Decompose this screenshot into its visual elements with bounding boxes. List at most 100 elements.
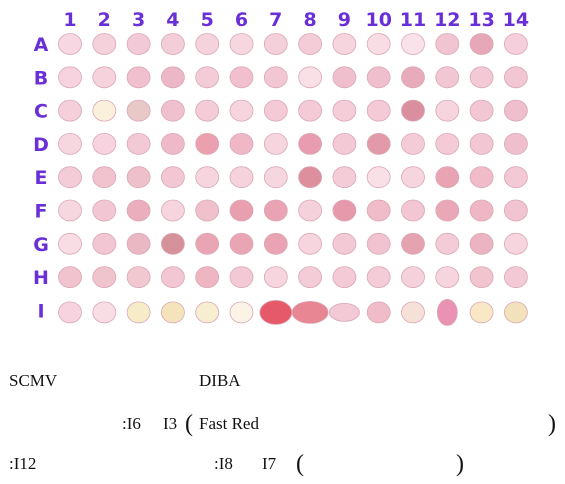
well-D9 — [332, 132, 357, 155]
well-E5 — [195, 166, 220, 189]
well-H6 — [229, 266, 254, 289]
row-label-A: A — [34, 34, 49, 56]
well-D7 — [263, 132, 288, 155]
well-B5 — [195, 66, 220, 89]
well-C6 — [229, 99, 254, 122]
well-F5 — [195, 199, 220, 222]
well-F7 — [263, 199, 288, 222]
well-E1 — [58, 166, 82, 189]
well-I12 — [436, 298, 458, 326]
column-label-2: 2 — [98, 9, 111, 31]
well-E14 — [504, 166, 528, 189]
well-B6 — [229, 66, 254, 89]
row-label-C: C — [34, 101, 48, 123]
well-A6 — [229, 33, 254, 55]
well-A8 — [298, 33, 323, 55]
caption-open-paren-2: ( — [296, 451, 304, 477]
well-B8 — [298, 66, 323, 89]
well-H10 — [366, 266, 391, 289]
well-B13 — [469, 66, 494, 89]
well-E9 — [332, 166, 357, 189]
column-label-11: 11 — [400, 9, 426, 31]
well-B11 — [401, 66, 425, 89]
well-A5 — [195, 33, 220, 55]
well-B2 — [92, 66, 117, 89]
well-H5 — [195, 266, 220, 289]
well-C10 — [366, 99, 391, 122]
caption-virus-name: SCMV — [9, 371, 58, 390]
well-D3 — [126, 132, 151, 155]
row-label-H: H — [33, 267, 49, 289]
well-H7 — [263, 266, 288, 289]
well-E3 — [126, 166, 151, 189]
row-label-G: G — [33, 234, 49, 256]
well-I1 — [58, 301, 82, 324]
well-E4 — [160, 166, 185, 189]
well-I9 — [328, 302, 360, 322]
well-H11 — [401, 266, 425, 289]
caption-well-ref-2: I3 — [163, 414, 178, 433]
well-D12 — [435, 132, 460, 155]
row-label-I: I — [37, 300, 44, 322]
column-label-8: 8 — [303, 9, 316, 31]
caption-close-paren: ) — [548, 411, 556, 437]
well-G1 — [58, 232, 82, 255]
well-F4 — [160, 199, 185, 222]
well-I4 — [160, 301, 185, 324]
caption-well-ref-4: :I8 — [214, 454, 233, 473]
well-I11 — [401, 301, 425, 324]
well-I7 — [259, 299, 293, 325]
caption-reagent-name: Fast Red — [199, 414, 259, 433]
well-D6 — [229, 132, 254, 155]
well-F1 — [58, 199, 82, 222]
well-G10 — [366, 232, 391, 255]
well-B10 — [366, 66, 391, 89]
column-label-13: 13 — [468, 9, 494, 31]
well-A4 — [160, 33, 185, 55]
caption-well-ref-1: :I6 — [122, 414, 141, 433]
well-I8 — [291, 300, 329, 324]
well-D13 — [469, 132, 494, 155]
well-D5 — [195, 132, 220, 155]
well-F11 — [401, 199, 425, 222]
well-F2 — [92, 199, 117, 222]
well-A14 — [504, 33, 528, 55]
well-I13 — [469, 301, 494, 324]
well-E13 — [469, 166, 494, 189]
column-label-7: 7 — [269, 9, 282, 31]
well-C14 — [504, 99, 528, 122]
well-E11 — [401, 166, 425, 189]
well-grid — [58, 33, 528, 326]
well-A3 — [126, 33, 151, 55]
well-G12 — [435, 232, 460, 255]
column-labels: 1 2 3 4 5 6 7 8 9 10 11 12 13 14 — [63, 9, 529, 31]
well-A13 — [469, 33, 494, 55]
well-F10 — [366, 199, 391, 222]
well-G5 — [195, 232, 220, 255]
column-label-4: 4 — [166, 9, 179, 31]
column-label-10: 10 — [365, 9, 391, 31]
well-G14 — [504, 232, 528, 255]
well-C5 — [195, 99, 220, 122]
well-H3 — [126, 266, 151, 289]
well-E7 — [263, 166, 288, 189]
well-A10 — [366, 33, 391, 55]
well-C8 — [298, 99, 323, 122]
caption-method-name: DIBA — [199, 371, 241, 390]
well-C3 — [126, 99, 151, 122]
row-label-B: B — [34, 67, 48, 89]
well-G13 — [469, 232, 494, 255]
well-I2 — [92, 301, 117, 324]
well-B1 — [58, 66, 82, 89]
well-H1 — [58, 266, 82, 289]
well-E2 — [92, 166, 117, 189]
well-E10 — [366, 166, 391, 189]
well-A12 — [435, 33, 460, 55]
well-A1 — [58, 33, 82, 55]
well-A9 — [332, 33, 357, 55]
well-B7 — [263, 66, 288, 89]
column-label-12: 12 — [434, 9, 460, 31]
column-label-6: 6 — [235, 9, 248, 31]
